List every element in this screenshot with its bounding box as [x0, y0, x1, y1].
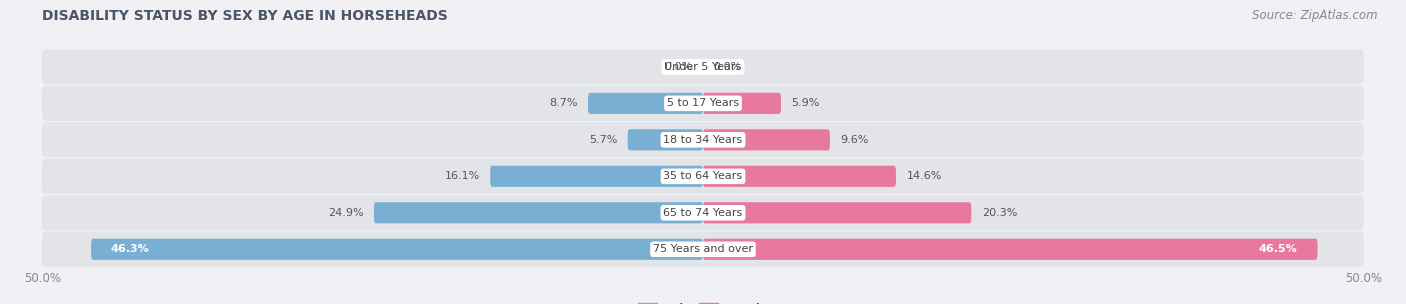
FancyBboxPatch shape: [703, 129, 830, 150]
FancyBboxPatch shape: [703, 93, 780, 114]
Text: 0.0%: 0.0%: [664, 62, 692, 72]
Text: 9.6%: 9.6%: [841, 135, 869, 145]
Text: 65 to 74 Years: 65 to 74 Years: [664, 208, 742, 218]
FancyBboxPatch shape: [374, 202, 703, 223]
Text: 0.0%: 0.0%: [714, 62, 742, 72]
Text: 16.1%: 16.1%: [444, 171, 479, 181]
Text: 5.7%: 5.7%: [589, 135, 617, 145]
Text: 18 to 34 Years: 18 to 34 Years: [664, 135, 742, 145]
Legend: Male, Female: Male, Female: [638, 303, 768, 304]
FancyBboxPatch shape: [627, 129, 703, 150]
FancyBboxPatch shape: [42, 195, 1364, 230]
FancyBboxPatch shape: [42, 49, 1364, 85]
FancyBboxPatch shape: [703, 202, 972, 223]
FancyBboxPatch shape: [42, 159, 1364, 194]
FancyBboxPatch shape: [703, 166, 896, 187]
FancyBboxPatch shape: [588, 93, 703, 114]
FancyBboxPatch shape: [42, 122, 1364, 157]
Text: 8.7%: 8.7%: [548, 98, 578, 108]
FancyBboxPatch shape: [91, 239, 703, 260]
Text: 20.3%: 20.3%: [981, 208, 1018, 218]
Text: 46.3%: 46.3%: [111, 244, 149, 254]
FancyBboxPatch shape: [703, 239, 1317, 260]
FancyBboxPatch shape: [42, 232, 1364, 267]
Text: 35 to 64 Years: 35 to 64 Years: [664, 171, 742, 181]
Text: 46.5%: 46.5%: [1258, 244, 1298, 254]
Text: 14.6%: 14.6%: [907, 171, 942, 181]
Text: 5.9%: 5.9%: [792, 98, 820, 108]
Text: 5 to 17 Years: 5 to 17 Years: [666, 98, 740, 108]
FancyBboxPatch shape: [491, 166, 703, 187]
FancyBboxPatch shape: [42, 86, 1364, 121]
Text: DISABILITY STATUS BY SEX BY AGE IN HORSEHEADS: DISABILITY STATUS BY SEX BY AGE IN HORSE…: [42, 9, 449, 23]
Text: Source: ZipAtlas.com: Source: ZipAtlas.com: [1253, 9, 1378, 22]
Text: 24.9%: 24.9%: [328, 208, 363, 218]
Text: Under 5 Years: Under 5 Years: [665, 62, 741, 72]
Text: 75 Years and over: 75 Years and over: [652, 244, 754, 254]
